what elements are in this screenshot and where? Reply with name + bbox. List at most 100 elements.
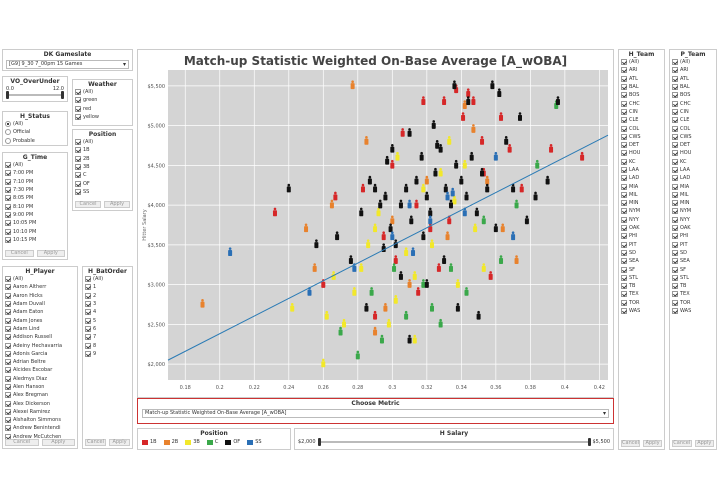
hteam-item[interactable]: BAL	[619, 83, 664, 91]
hteam-item[interactable]: WAS	[619, 307, 664, 315]
pteam-item[interactable]: SD	[670, 249, 716, 257]
hbatorder-item[interactable]: 8	[83, 341, 132, 349]
hplayer-item[interactable]: Adrian Beltre	[3, 358, 77, 366]
radio-button[interactable]	[5, 129, 11, 136]
data-point-c[interactable]	[481, 215, 486, 225]
checkbox[interactable]	[75, 114, 81, 121]
checkbox[interactable]	[672, 59, 678, 66]
hteam-item[interactable]: TOR	[619, 299, 664, 307]
hbatorder-item[interactable]: 9	[83, 350, 132, 358]
checkbox[interactable]	[85, 309, 91, 316]
data-point-of[interactable]	[424, 191, 429, 201]
hplayer-item[interactable]: Alex Bregman	[3, 391, 77, 399]
data-point-of[interactable]	[407, 334, 412, 344]
data-point-3b[interactable]	[359, 263, 364, 272]
gtime-item[interactable]: 9:00 PM	[3, 211, 67, 219]
hbatorder-item[interactable]: 3	[83, 300, 132, 308]
data-point-2b[interactable]	[424, 175, 429, 185]
hplayer-item[interactable]: Adam Eaton	[3, 308, 77, 316]
data-point-2b[interactable]	[462, 100, 467, 109]
hteam-item[interactable]: KC	[619, 158, 664, 166]
data-point-of[interactable]	[518, 112, 522, 121]
pteam-item[interactable]: (All)	[670, 58, 716, 66]
data-point-ss[interactable]	[411, 247, 416, 257]
pteam-item[interactable]: STL	[670, 274, 716, 282]
checkbox[interactable]	[621, 241, 627, 248]
salary-slider-thumb-left[interactable]	[317, 438, 321, 446]
checkbox[interactable]	[85, 342, 91, 349]
pteam-item[interactable]: NYM	[670, 207, 716, 215]
data-point-of[interactable]	[359, 207, 364, 217]
checkbox[interactable]	[672, 191, 678, 198]
pteam-item[interactable]: SEA	[670, 257, 716, 265]
data-point-of[interactable]	[448, 199, 453, 209]
data-point-of[interactable]	[459, 175, 464, 185]
checkbox[interactable]	[5, 325, 11, 332]
data-point-ss[interactable]	[228, 247, 233, 257]
hteam-item[interactable]: PHI	[619, 232, 664, 240]
checkbox[interactable]	[672, 216, 678, 223]
hbatorder-item[interactable]: 2	[83, 292, 132, 300]
checkbox[interactable]	[75, 89, 81, 96]
data-point-c[interactable]	[438, 318, 443, 328]
checkbox[interactable]	[672, 142, 678, 149]
pteam-item[interactable]: COL	[670, 124, 716, 132]
checkbox[interactable]	[5, 350, 11, 357]
checkbox[interactable]	[621, 308, 627, 315]
pteam-item[interactable]: TB	[670, 282, 716, 290]
checkbox[interactable]	[5, 367, 11, 374]
checkbox[interactable]	[672, 117, 678, 124]
hplayer-item[interactable]: Alexei Ramirez	[3, 408, 77, 416]
checkbox[interactable]	[621, 225, 627, 232]
pteam-item[interactable]: BAL	[670, 83, 716, 91]
gtime-item[interactable]: (All)	[3, 161, 67, 169]
checkbox[interactable]	[75, 139, 81, 146]
data-point-of[interactable]	[335, 231, 340, 241]
hteam-item[interactable]: CLE	[619, 116, 664, 124]
checkbox[interactable]	[5, 392, 11, 399]
hteam-item[interactable]: (All)	[619, 58, 664, 66]
checkbox[interactable]	[85, 284, 91, 291]
pteam-item[interactable]: MIL	[670, 191, 716, 199]
data-point-c[interactable]	[338, 326, 343, 336]
pteam-item[interactable]: SF	[670, 265, 716, 273]
data-point-2b[interactable]	[500, 223, 505, 233]
data-point-1b[interactable]	[471, 96, 476, 105]
data-point-of[interactable]	[367, 175, 372, 185]
data-point-1b[interactable]	[360, 183, 365, 193]
data-point-of[interactable]	[431, 120, 436, 129]
data-point-1b[interactable]	[549, 143, 554, 153]
checkbox[interactable]	[621, 200, 627, 207]
radio-button[interactable]	[5, 137, 11, 144]
checkbox[interactable]	[621, 233, 627, 240]
hteam-item[interactable]: SD	[619, 249, 664, 257]
position-item[interactable]: OF	[73, 179, 132, 187]
data-point-of[interactable]	[364, 302, 369, 312]
data-point-1b[interactable]	[461, 112, 466, 121]
gtime-item[interactable]: 7:30 PM	[3, 186, 67, 194]
data-point-ss[interactable]	[493, 151, 498, 161]
checkbox[interactable]	[5, 359, 11, 366]
hteam-item[interactable]: LAD	[619, 174, 664, 182]
checkbox[interactable]	[621, 175, 627, 182]
weather-item[interactable]: (All)	[73, 88, 132, 96]
hteam-item[interactable]: PIT	[619, 241, 664, 249]
checkbox[interactable]	[85, 317, 91, 324]
checkbox[interactable]	[5, 276, 11, 283]
h-player-apply-button[interactable]: Apply	[41, 439, 75, 446]
checkbox[interactable]	[5, 317, 11, 324]
checkbox[interactable]	[5, 187, 11, 194]
data-point-of[interactable]	[433, 167, 438, 177]
checkbox[interactable]	[621, 266, 627, 273]
gtime-item[interactable]: 10:10 PM	[3, 227, 67, 235]
data-point-of[interactable]	[524, 215, 529, 225]
data-point-2b[interactable]	[312, 263, 317, 272]
data-point-of[interactable]	[533, 191, 538, 201]
pteam-item[interactable]: ARI	[670, 66, 716, 74]
data-point-1b[interactable]	[442, 96, 447, 105]
data-point-3b[interactable]	[324, 310, 329, 320]
pteam-item[interactable]: MIA	[670, 182, 716, 190]
hteam-item[interactable]: SEA	[619, 257, 664, 265]
h-team-apply-button[interactable]: Apply	[643, 440, 662, 447]
hplayer-item[interactable]: Aaron Hicks	[3, 292, 77, 300]
